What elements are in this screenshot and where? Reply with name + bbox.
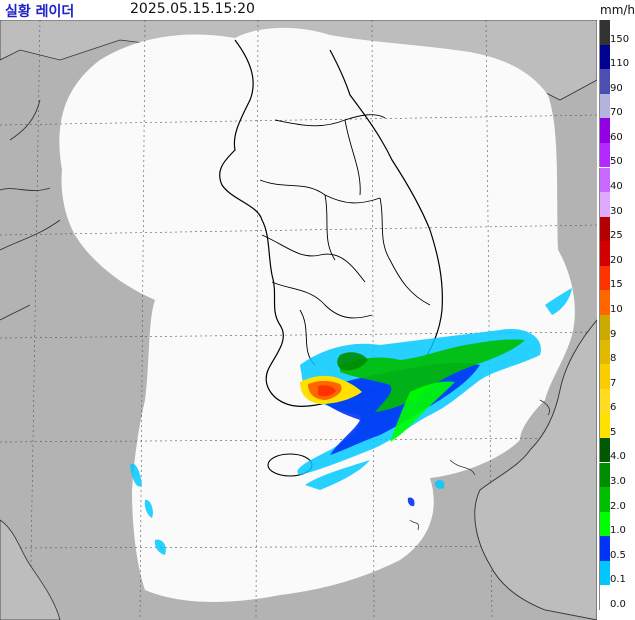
legend-item: 70 (599, 93, 635, 119)
korea-coastline (219, 39, 443, 407)
legend-swatch (599, 69, 610, 94)
legend-unit: mm/h (600, 3, 635, 17)
legend-item: 90 (599, 69, 635, 94)
legend-label: 8 (610, 353, 617, 365)
legend-item: 20 (599, 241, 635, 266)
legend-item: 9 (599, 315, 635, 340)
legend-item: 2.0 (599, 487, 635, 512)
legend-label: 40 (610, 181, 623, 193)
legend-label: 6 (610, 402, 617, 414)
legend-swatch (599, 560, 610, 586)
legend-label: 3.0 (610, 476, 626, 488)
legend-item: 0.1 (599, 560, 635, 586)
legend-item: 50 (599, 142, 635, 168)
legend-item: 30 (599, 192, 635, 217)
japan-islands (409, 399, 550, 531)
province-borders (259, 114, 431, 366)
legend-item: 40 (599, 167, 635, 193)
sw-landmass (0, 519, 61, 620)
legend-swatch (599, 388, 610, 414)
legend-label: 1.0 (610, 525, 626, 537)
radar-coverage-area (59, 27, 575, 602)
legend-swatch (599, 511, 610, 537)
legend-swatch (599, 364, 610, 389)
legend-item: 6 (599, 388, 635, 414)
precipitation-echoes (130, 288, 572, 555)
legend-label: 150 (610, 33, 630, 45)
legend-label: 50 (610, 156, 623, 168)
page-title: 실황 레이더 (5, 4, 75, 20)
legend-label: 0.5 (610, 549, 626, 561)
legend-label: 7 (610, 377, 617, 389)
legend-swatch (599, 315, 610, 340)
legend-swatch (599, 487, 610, 512)
legend-swatch (599, 118, 610, 143)
timestamp: 2025.05.15.15:20 (130, 1, 255, 17)
legend-swatch (599, 536, 610, 561)
legend-swatch (599, 339, 610, 365)
legend-swatch (599, 93, 610, 119)
legend-item: 5 (599, 413, 635, 438)
legend-item: 1.0 (599, 511, 635, 537)
legend-swatch (599, 265, 610, 291)
china-coastline (0, 99, 61, 321)
legend-label: 0.1 (610, 574, 626, 586)
legend-swatch (599, 44, 610, 70)
legend: 150 110 90 70 60 50 40 30 25 20 15 10 9 8 7 6 5 4.0 3.0 2.0… (599, 20, 635, 610)
legend-item: 7 (599, 364, 635, 389)
legend-item: 0.0 (599, 585, 635, 610)
legend-label: 30 (610, 205, 623, 217)
legend-label: 0.0 (610, 598, 626, 610)
legend-item: 60 (599, 118, 635, 143)
legend-item: 3.0 (599, 462, 635, 488)
legend-item: 150 (599, 20, 635, 45)
legend-swatch (599, 216, 610, 242)
legend-label: 10 (610, 303, 623, 315)
legend-swatch (599, 437, 610, 463)
legend-label: 5 (610, 426, 617, 438)
legend-swatch (599, 241, 610, 266)
legend-label: 4.0 (610, 451, 626, 463)
legend-label: 20 (610, 254, 623, 266)
legend-swatch (599, 413, 610, 438)
legend-label: 9 (610, 328, 617, 340)
legend-label: 90 (610, 82, 623, 94)
legend-swatch (599, 167, 610, 193)
legend-label: 70 (610, 107, 623, 119)
japan-coastline (474, 319, 597, 620)
legend-item: 110 (599, 44, 635, 70)
legend-label: 25 (610, 230, 623, 242)
legend-swatch (599, 20, 610, 45)
legend-label: 2.0 (610, 500, 626, 512)
legend-swatch (599, 142, 610, 168)
legend-swatch (599, 192, 610, 217)
legend-label: 110 (610, 58, 630, 70)
legend-swatch (599, 462, 610, 488)
legend-swatch (599, 290, 610, 315)
legend-item: 8 (599, 339, 635, 365)
legend-item: 10 (599, 290, 635, 315)
radar-map[interactable] (0, 20, 597, 620)
legend-item: 0.5 (599, 536, 635, 561)
legend-label: 15 (610, 279, 623, 291)
legend-item: 25 (599, 216, 635, 242)
legend-item: 15 (599, 265, 635, 291)
legend-swatch (599, 585, 610, 610)
legend-item: 4.0 (599, 437, 635, 463)
legend-label: 60 (610, 131, 623, 143)
